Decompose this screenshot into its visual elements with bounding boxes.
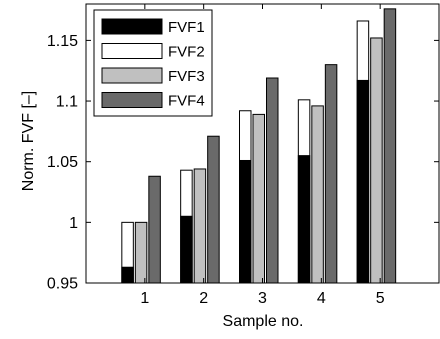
bar-fvf4-sample-1 xyxy=(148,175,161,284)
axes-layer: 0.95 1 1.05 1.1 1.15 1 2 3 4 5 xyxy=(47,3,440,307)
legend-swatch-fvf4 xyxy=(101,92,163,108)
y-tick-label: 0.95 xyxy=(47,276,78,293)
y-axis-label: Norm. FVF [–] xyxy=(20,91,37,191)
y-tick-label: 1.1 xyxy=(56,94,78,111)
x-tick-label: 2 xyxy=(199,290,208,307)
y-tick-label: 1.05 xyxy=(47,154,78,171)
x-tick-label: 5 xyxy=(376,290,385,307)
x-axis-label: Sample no. xyxy=(223,313,304,330)
legend-swatch-fvf3 xyxy=(101,67,163,84)
legend: FVF1 FVF2 FVF3 FVF4 xyxy=(93,9,213,117)
x-tick-label: 1 xyxy=(140,290,149,307)
bar-fvf1-sample-4 xyxy=(297,155,311,284)
x-tick-label: 4 xyxy=(317,290,326,307)
x-tick-label: 3 xyxy=(258,290,267,307)
bar-fvf4-sample-3 xyxy=(266,77,279,284)
bar-fvf3-sample-1 xyxy=(134,221,148,284)
legend-label-fvf3: FVF3 xyxy=(168,68,205,85)
bar-fvf1-sample-3 xyxy=(239,159,252,284)
bar-fvf3-sample-3 xyxy=(252,113,265,284)
y-tick-label: 1 xyxy=(69,215,78,232)
legend-swatch-fvf1 xyxy=(101,18,163,35)
bar-fvf3-sample-4 xyxy=(311,105,324,284)
legend-label-fvf2: FVF2 xyxy=(168,44,205,61)
bar-fvf3-sample-2 xyxy=(193,168,207,284)
bar-fvf4-sample-5 xyxy=(383,8,397,284)
legend-label-fvf4: FVF4 xyxy=(168,93,205,110)
bar-fvf3-sample-5 xyxy=(370,37,383,284)
bars-layer xyxy=(121,8,397,284)
bar-fvf1-sample-1 xyxy=(121,266,134,284)
bar-fvf1-sample-2 xyxy=(180,215,193,284)
legend-swatch-fvf2 xyxy=(101,43,163,59)
bar-fvf4-sample-4 xyxy=(324,64,338,284)
legend-label-fvf1: FVF1 xyxy=(168,19,205,36)
y-tick-label: 1.15 xyxy=(47,33,78,50)
bar-fvf4-sample-2 xyxy=(207,135,220,284)
bar-fvf1-sample-5 xyxy=(356,79,370,284)
